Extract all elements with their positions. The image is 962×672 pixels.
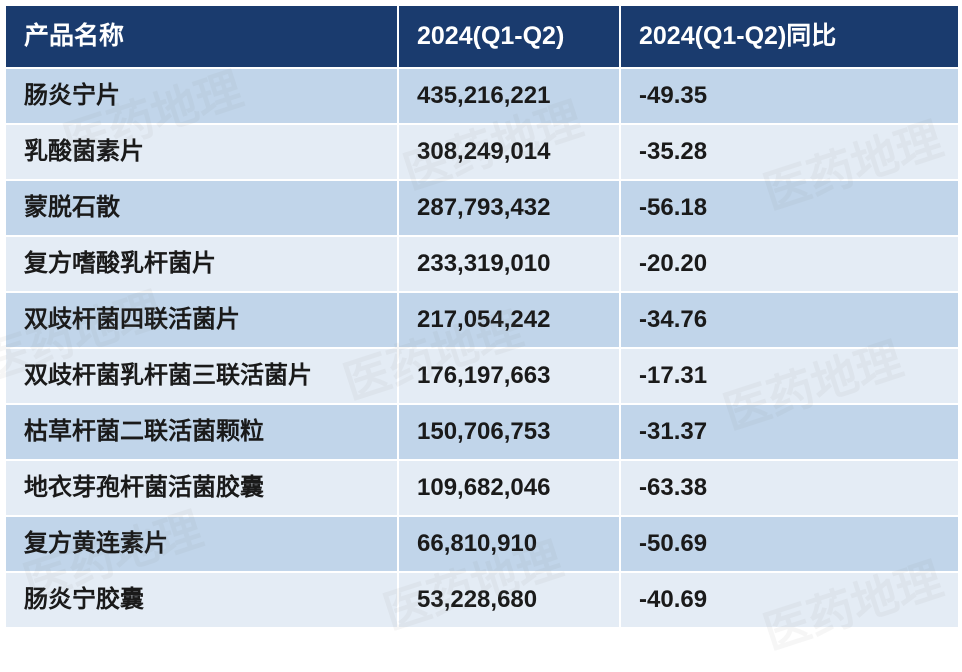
cell-value: 109,682,046 — [398, 460, 620, 516]
table-row: 地衣芽孢杆菌活菌胶囊109,682,046-63.38 — [6, 460, 958, 516]
cell-yoy: -20.20 — [620, 236, 958, 292]
table-row: 肠炎宁片435,216,221-49.35 — [6, 68, 958, 124]
cell-product: 复方嗜酸乳杆菌片 — [6, 236, 398, 292]
table-row: 肠炎宁胶囊53,228,680-40.69 — [6, 572, 958, 628]
cell-value: 287,793,432 — [398, 180, 620, 236]
cell-value: 435,216,221 — [398, 68, 620, 124]
cell-product: 复方黄连素片 — [6, 516, 398, 572]
data-table: 产品名称 2024(Q1-Q2) 2024(Q1-Q2)同比 肠炎宁片435,2… — [6, 6, 958, 629]
cell-yoy: -63.38 — [620, 460, 958, 516]
table-header-row: 产品名称 2024(Q1-Q2) 2024(Q1-Q2)同比 — [6, 6, 958, 68]
cell-yoy: -40.69 — [620, 572, 958, 628]
cell-value: 176,197,663 — [398, 348, 620, 404]
cell-value: 150,706,753 — [398, 404, 620, 460]
cell-value: 217,054,242 — [398, 292, 620, 348]
cell-yoy: -17.31 — [620, 348, 958, 404]
col-header-value: 2024(Q1-Q2) — [398, 6, 620, 68]
cell-product: 枯草杆菌二联活菌颗粒 — [6, 404, 398, 460]
cell-yoy: -31.37 — [620, 404, 958, 460]
col-header-product: 产品名称 — [6, 6, 398, 68]
cell-product: 肠炎宁胶囊 — [6, 572, 398, 628]
cell-yoy: -49.35 — [620, 68, 958, 124]
cell-value: 308,249,014 — [398, 124, 620, 180]
cell-yoy: -56.18 — [620, 180, 958, 236]
cell-value: 233,319,010 — [398, 236, 620, 292]
cell-yoy: -34.76 — [620, 292, 958, 348]
col-header-yoy: 2024(Q1-Q2)同比 — [620, 6, 958, 68]
table-row: 枯草杆菌二联活菌颗粒150,706,753-31.37 — [6, 404, 958, 460]
cell-product: 双歧杆菌四联活菌片 — [6, 292, 398, 348]
cell-product: 肠炎宁片 — [6, 68, 398, 124]
table-row: 复方嗜酸乳杆菌片233,319,010-20.20 — [6, 236, 958, 292]
cell-product: 蒙脱石散 — [6, 180, 398, 236]
cell-yoy: -35.28 — [620, 124, 958, 180]
cell-product: 地衣芽孢杆菌活菌胶囊 — [6, 460, 398, 516]
table-row: 双歧杆菌乳杆菌三联活菌片176,197,663-17.31 — [6, 348, 958, 404]
table-row: 复方黄连素片66,810,910-50.69 — [6, 516, 958, 572]
table-row: 双歧杆菌四联活菌片217,054,242-34.76 — [6, 292, 958, 348]
table-row: 乳酸菌素片308,249,014-35.28 — [6, 124, 958, 180]
cell-product: 双歧杆菌乳杆菌三联活菌片 — [6, 348, 398, 404]
cell-value: 66,810,910 — [398, 516, 620, 572]
cell-product: 乳酸菌素片 — [6, 124, 398, 180]
cell-value: 53,228,680 — [398, 572, 620, 628]
table-row: 蒙脱石散287,793,432-56.18 — [6, 180, 958, 236]
cell-yoy: -50.69 — [620, 516, 958, 572]
